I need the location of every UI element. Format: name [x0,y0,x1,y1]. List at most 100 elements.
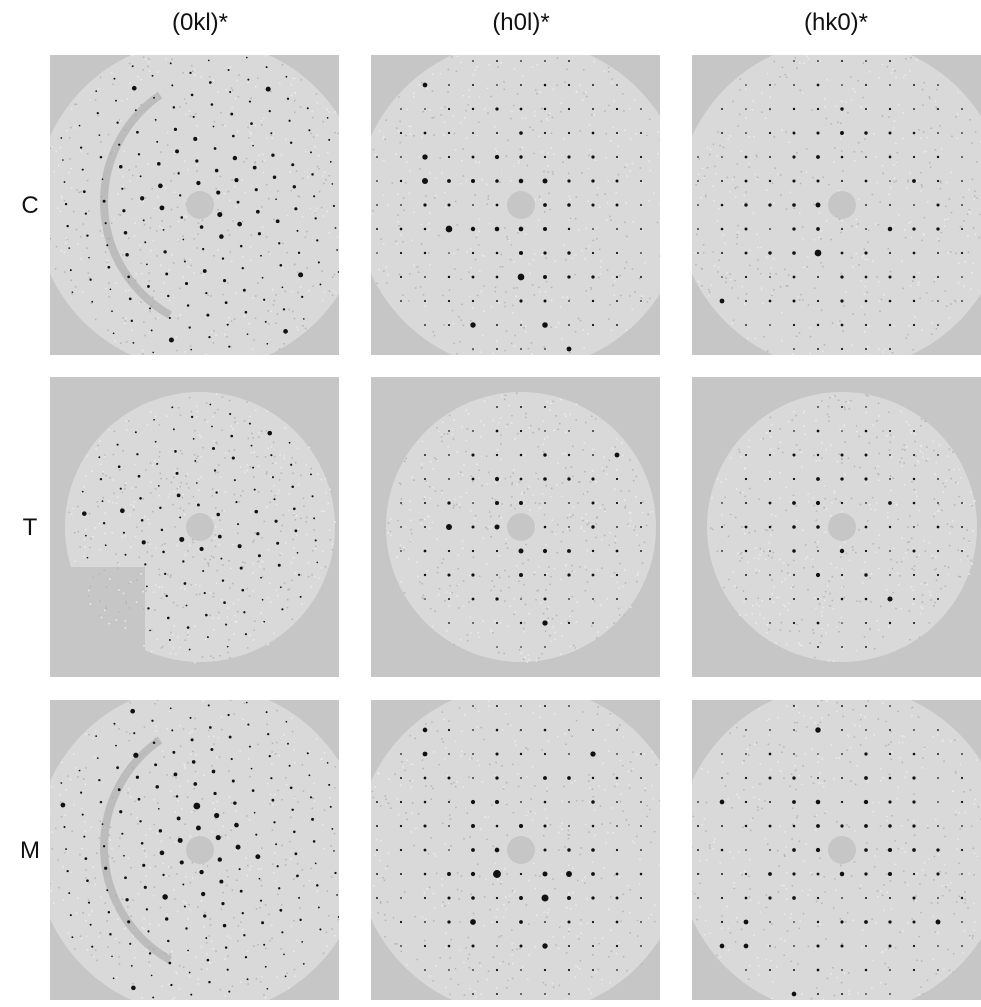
reflection [840,275,843,278]
noise [191,811,193,813]
noise [630,138,632,140]
noise [431,799,433,801]
noise [845,291,847,293]
noise [197,456,199,458]
noise [258,465,260,467]
reflection [616,132,618,134]
noise [359,839,361,841]
noise [503,81,505,83]
noise [607,724,609,726]
noise [925,151,927,153]
noise [184,219,186,221]
noise [814,597,816,599]
reflection [889,156,892,159]
noise [875,468,877,470]
noise [445,747,447,749]
noise [960,559,962,561]
noise [193,272,195,274]
noise [558,849,560,851]
noise [249,132,251,134]
noise [509,979,511,981]
reflection [250,122,253,125]
reflection [310,151,312,153]
noise [129,583,131,585]
noise [120,467,122,469]
noise [580,320,582,322]
reflection [98,456,100,458]
reflection [279,909,282,912]
reflection [151,329,153,331]
noise [653,798,655,800]
reflection [937,550,939,552]
noise [468,271,470,273]
noise [88,210,90,212]
noise [597,713,599,715]
noise [92,866,94,868]
noise [546,817,548,819]
reflection [283,329,288,334]
noise [149,867,151,869]
noise [935,101,937,103]
reflection [400,849,402,851]
noise [161,586,163,588]
noise [250,452,252,454]
noise [420,224,422,226]
noise [397,520,399,522]
noise [646,135,648,137]
noise [717,220,719,222]
reflection [792,525,796,529]
noise [759,554,761,556]
noise [893,127,895,129]
noise [572,867,574,869]
reflection [152,997,154,999]
noise [252,437,254,439]
noise [569,514,571,516]
noise [331,876,333,878]
reflection [640,300,642,302]
noise [492,420,494,422]
noise [49,863,51,865]
noise [588,168,590,170]
noise [570,516,572,518]
noise [756,154,758,156]
noise [739,614,741,616]
noise [583,493,585,495]
noise [212,948,214,950]
noise [248,323,250,325]
noise [913,548,915,550]
noise [131,198,133,200]
noise [261,431,263,433]
noise [234,494,236,496]
noise [522,147,524,149]
noise [151,188,153,190]
noise [208,563,210,565]
noise [878,415,880,417]
reflection [218,535,222,539]
reflection [230,435,233,438]
reflection [100,801,102,803]
noise [838,454,840,456]
noise [944,566,946,568]
noise [208,736,210,738]
noise [580,919,582,921]
noise [811,109,813,111]
noise [280,553,282,555]
noise [345,791,347,793]
noise [743,528,745,530]
noise [773,61,775,63]
reflection [123,855,125,857]
reflection [745,228,748,231]
noise [557,552,559,554]
noise [267,310,269,312]
reflection [159,507,161,509]
noise [761,287,763,289]
noise [124,188,126,190]
noise [543,613,545,615]
noise [173,173,175,175]
noise [511,954,512,956]
noise [600,604,602,606]
noise [502,729,504,731]
noise [762,303,764,305]
noise [581,517,583,519]
reflection [237,222,242,227]
